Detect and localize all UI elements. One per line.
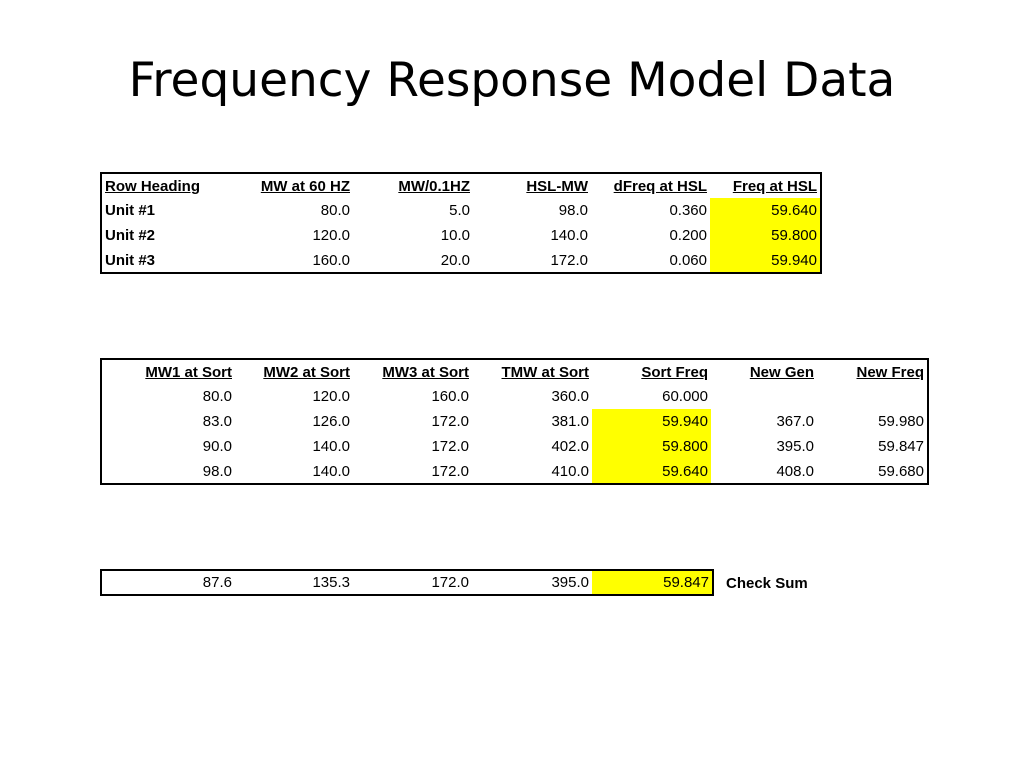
highlighted-cell: 59.847 xyxy=(592,570,713,595)
table-cell: 360.0 xyxy=(551,388,589,405)
table-cell: 140.0 xyxy=(550,227,588,244)
table-cell: 20.0 xyxy=(440,251,470,269)
table-cell: 381.0 xyxy=(551,413,589,430)
column-header: MW at 60 HZ xyxy=(260,177,350,195)
column-header: MW1 at Sort xyxy=(145,363,232,381)
table-cell: 5.0 xyxy=(449,202,470,219)
table-cell: 140.0 xyxy=(312,438,350,455)
highlighted-cell: 59.940 xyxy=(592,409,711,434)
unit-data-table: Row Heading MW at 60 HZ MW/0.1HZ HSL-MW … xyxy=(100,172,822,274)
table-cell: 80.0 xyxy=(202,388,232,405)
check-sum-label: Check Sum xyxy=(726,575,808,592)
table-row: Unit #3 160.0 20.0 172.0 0.060 59.940 xyxy=(101,248,821,273)
table-row: 80.0 120.0 160.0 360.0 60.000 xyxy=(101,384,928,409)
table-cell: 160.0 xyxy=(312,251,350,269)
column-header: MW/0.1HZ xyxy=(398,177,470,195)
table-cell xyxy=(711,384,817,409)
table-cell xyxy=(817,384,928,409)
table-cell: 408.0 xyxy=(776,462,814,480)
column-header: New Freq xyxy=(856,363,924,381)
row-heading-cell: Unit #3 xyxy=(105,251,156,269)
page-title: Frequency Response Model Data xyxy=(128,53,896,108)
highlighted-cell: 59.640 xyxy=(710,198,821,223)
table-cell: 172.0 xyxy=(431,413,469,430)
table-row: Unit #2 120.0 10.0 140.0 0.200 59.800 xyxy=(101,223,821,248)
highlighted-cell: 59.640 xyxy=(592,459,711,484)
table-cell: 0.360 xyxy=(669,202,707,219)
row-heading-cell: Unit #2 xyxy=(105,227,156,244)
table-cell: 0.200 xyxy=(669,227,707,244)
table-cell: 172.0 xyxy=(431,574,469,591)
table-row: Unit #1 80.0 5.0 98.0 0.360 59.640 xyxy=(101,198,821,223)
table-header-row: MW1 at Sort MW2 at Sort MW3 at Sort TMW … xyxy=(101,359,928,384)
sort-data-table: MW1 at Sort MW2 at Sort MW3 at Sort TMW … xyxy=(100,358,929,485)
table-cell: 160.0 xyxy=(431,388,469,405)
table-cell: 60.000 xyxy=(662,388,708,405)
table-cell: 367.0 xyxy=(776,413,814,430)
highlighted-cell: 59.800 xyxy=(592,434,711,459)
table-cell: 126.0 xyxy=(312,413,350,430)
column-header: MW3 at Sort xyxy=(382,363,469,381)
column-header: HSL-MW xyxy=(526,177,588,195)
table-cell: 140.0 xyxy=(312,462,350,480)
table-cell: 59.680 xyxy=(878,462,924,480)
table-cell: 90.0 xyxy=(202,438,232,455)
row-heading-cell: Unit #1 xyxy=(105,202,156,219)
table-cell: 172.0 xyxy=(550,251,588,269)
column-header: TMW at Sort xyxy=(501,363,590,381)
table-cell: 59.847 xyxy=(878,438,924,455)
column-header: Row Heading xyxy=(105,177,201,195)
highlighted-cell: 59.940 xyxy=(710,248,821,273)
table-cell: 402.0 xyxy=(551,438,589,455)
table-cell: 410.0 xyxy=(551,462,589,480)
column-header: Sort Freq xyxy=(641,363,708,381)
table-cell: 87.6 xyxy=(202,574,232,591)
column-header: Freq at HSL xyxy=(732,177,817,195)
table-row: 98.0 140.0 172.0 410.0 59.640 408.0 59.6… xyxy=(101,459,928,484)
check-sum-table: 87.6 135.3 172.0 395.0 59.847 xyxy=(100,569,714,596)
table-cell: 98.0 xyxy=(202,462,232,480)
table-cell: 120.0 xyxy=(312,388,350,405)
table-cell: 0.060 xyxy=(669,251,707,269)
column-header: dFreq at HSL xyxy=(613,177,707,195)
table-row: 83.0 126.0 172.0 381.0 59.940 367.0 59.9… xyxy=(101,409,928,434)
table-cell: 59.980 xyxy=(878,413,924,430)
table-cell: 395.0 xyxy=(776,438,814,455)
table-row: 90.0 140.0 172.0 402.0 59.800 395.0 59.8… xyxy=(101,434,928,459)
table-cell: 83.0 xyxy=(202,413,232,430)
highlighted-cell: 59.800 xyxy=(710,223,821,248)
table-cell: 10.0 xyxy=(440,227,470,244)
column-header: New Gen xyxy=(749,363,814,381)
table-row: 87.6 135.3 172.0 395.0 59.847 xyxy=(101,570,713,595)
table-cell: 80.0 xyxy=(320,202,350,219)
table-cell: 120.0 xyxy=(312,227,350,244)
table-cell: 172.0 xyxy=(431,462,469,480)
table-cell: 98.0 xyxy=(558,202,588,219)
table-header-row: Row Heading MW at 60 HZ MW/0.1HZ HSL-MW … xyxy=(101,173,821,198)
table-cell: 172.0 xyxy=(431,438,469,455)
column-header: MW2 at Sort xyxy=(263,363,350,381)
table-cell: 135.3 xyxy=(312,574,350,591)
table-cell: 395.0 xyxy=(551,574,589,591)
